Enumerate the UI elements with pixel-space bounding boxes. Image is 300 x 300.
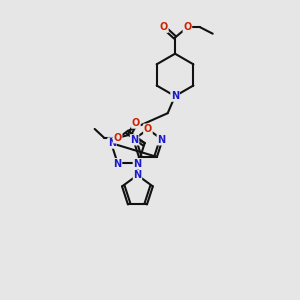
Text: O: O [160, 22, 168, 32]
Text: N: N [108, 138, 116, 148]
Text: O: O [144, 124, 152, 134]
Text: N: N [134, 170, 142, 180]
Text: N: N [134, 159, 142, 169]
Text: N: N [130, 135, 139, 145]
Text: O: O [183, 22, 191, 32]
Text: O: O [113, 133, 122, 143]
Text: N: N [171, 91, 179, 101]
Text: N: N [113, 159, 122, 169]
Text: N: N [157, 135, 165, 145]
Text: O: O [132, 118, 140, 128]
